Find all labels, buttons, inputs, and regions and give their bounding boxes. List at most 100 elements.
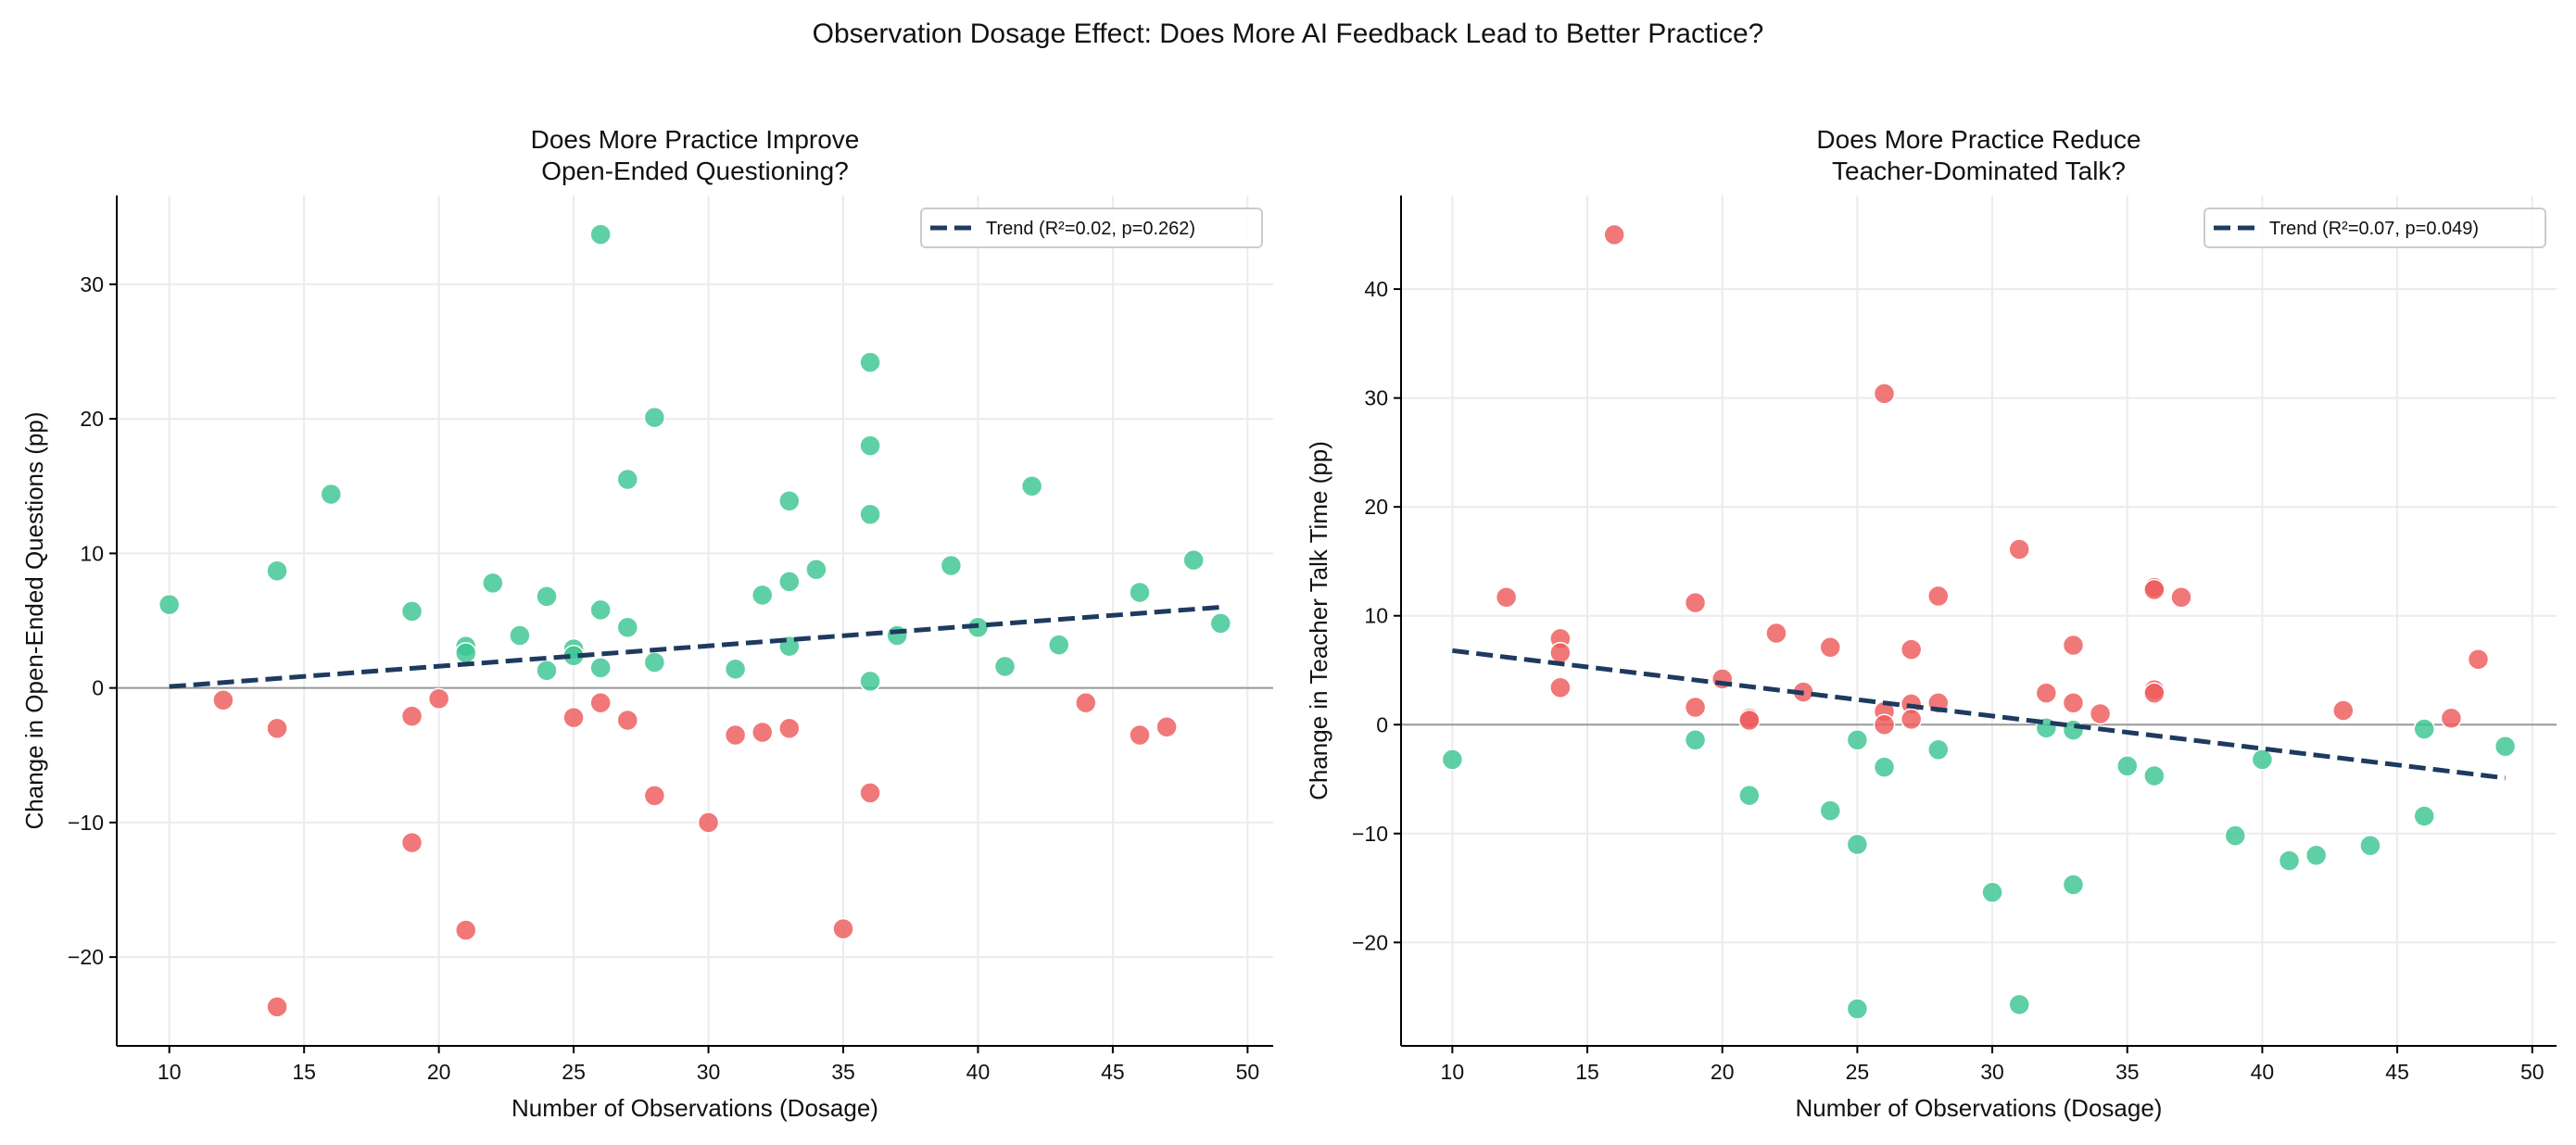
y-tick-label: 10 — [1364, 604, 1388, 628]
data-point-improved — [643, 406, 666, 429]
data-point-worsened — [724, 723, 747, 747]
data-point-improved — [1047, 634, 1070, 656]
data-point-improved — [536, 585, 558, 608]
data-point-improved — [859, 670, 881, 693]
data-point-improved — [2008, 993, 2030, 1016]
x-tick-label: 10 — [1441, 1060, 1465, 1084]
trend-line — [1452, 648, 2506, 781]
x-tick-label: 15 — [292, 1060, 316, 1084]
y-tick-label: 30 — [1364, 386, 1388, 410]
data-point-improved — [2062, 874, 2085, 896]
data-point-improved — [1846, 998, 1869, 1020]
data-point-improved — [2413, 718, 2435, 740]
data-point-worsened — [751, 721, 774, 744]
data-point-improved — [2413, 805, 2435, 827]
data-point-worsened — [2035, 682, 2058, 704]
data-point-improved — [1684, 728, 1707, 751]
data-point-worsened — [2062, 634, 2085, 657]
legend-label: Trend (R²=0.02, p=0.262) — [986, 219, 1195, 239]
data-point-worsened — [2143, 682, 2166, 704]
data-point-improved — [859, 351, 881, 373]
x-tick-label: 45 — [2385, 1060, 2409, 1084]
data-point-worsened — [266, 996, 288, 1018]
y-tick-label: 0 — [92, 676, 104, 700]
data-point-worsened — [2170, 585, 2192, 609]
data-point-improved — [1873, 756, 1896, 778]
y-tick-label: 40 — [1364, 277, 1388, 301]
data-point-improved — [589, 598, 612, 622]
data-point-worsened — [1155, 716, 1178, 738]
data-point-improved — [2115, 755, 2139, 777]
subplot-title-line: Teacher-Dominated Talk? — [1832, 157, 2126, 185]
data-point-improved — [1846, 728, 1869, 751]
data-point-improved — [2143, 764, 2166, 787]
y-tick-label: −20 — [68, 945, 104, 969]
x-tick-label: 20 — [427, 1060, 451, 1084]
y-axis-label: Change in Teacher Talk Time (pp) — [1305, 441, 1332, 800]
data-point-improved — [778, 489, 801, 512]
y-tick-label: 20 — [80, 407, 104, 431]
data-point-worsened — [2332, 699, 2355, 722]
data-point-improved — [536, 659, 558, 682]
data-point-worsened — [778, 717, 801, 739]
data-point-worsened — [1549, 676, 1572, 699]
data-point-worsened — [212, 688, 234, 711]
x-axis-label: Number of Observations (Dosage) — [511, 1094, 878, 1122]
data-point-worsened — [2143, 578, 2166, 601]
data-point-improved — [859, 434, 881, 457]
legend-box — [2203, 208, 2546, 248]
data-point-worsened — [2008, 538, 2030, 560]
data-point-worsened — [2062, 691, 2085, 714]
data-point-improved — [2305, 844, 2328, 867]
data-point-improved — [1846, 833, 1869, 856]
x-tick-label: 45 — [1101, 1060, 1125, 1084]
data-point-improved — [1020, 474, 1043, 497]
data-point-improved — [805, 559, 827, 581]
data-point-worsened — [643, 785, 666, 807]
x-tick-label: 30 — [1980, 1060, 2004, 1084]
subplot-title: Does More Practice Improve Open-Ended Que… — [531, 125, 860, 185]
data-point-improved — [940, 554, 963, 577]
data-point-worsened — [1684, 591, 1707, 614]
data-point-worsened — [589, 691, 612, 714]
data-point-worsened — [1873, 383, 1896, 405]
data-point-improved — [589, 657, 612, 679]
data-point-worsened — [1873, 713, 1896, 736]
y-tick-label: 0 — [1376, 712, 1388, 736]
data-point-improved — [589, 223, 612, 245]
y-tick-label: 10 — [80, 541, 104, 565]
data-point-improved — [400, 600, 423, 623]
data-point-improved — [1182, 548, 1205, 572]
data-point-worsened — [1495, 585, 1518, 609]
data-point-improved — [482, 572, 504, 595]
data-point-improved — [2494, 736, 2517, 758]
data-point-improved — [993, 655, 1017, 678]
legend-box — [920, 208, 1263, 248]
subplot-title: Does More Practice Reduce Teacher-Dominat… — [1816, 125, 2140, 185]
x-tick-label: 25 — [1846, 1060, 1870, 1084]
data-point-improved — [1129, 581, 1151, 604]
legend: Trend (R²=0.07, p=0.049) — [2203, 208, 2546, 248]
data-point-improved — [778, 571, 801, 593]
data-point-improved — [454, 642, 477, 664]
legend: Trend (R²=0.02, p=0.262) — [920, 208, 1263, 248]
data-point-worsened — [266, 717, 288, 739]
x-tick-label: 15 — [1575, 1060, 1599, 1084]
data-point-improved — [616, 616, 639, 639]
x-tick-label: 35 — [831, 1060, 855, 1084]
data-point-worsened — [1765, 622, 1787, 645]
data-point-improved — [266, 560, 288, 583]
data-point-worsened — [1927, 585, 1950, 608]
data-point-worsened — [859, 782, 881, 804]
data-point-improved — [1981, 881, 2003, 904]
x-tick-label: 40 — [2251, 1060, 2275, 1084]
y-tick-label: −10 — [68, 811, 104, 835]
data-point-improved — [320, 483, 343, 506]
x-axis-label: Number of Observations (Dosage) — [1796, 1094, 2163, 1122]
subplot-title-line: Does More Practice Improve — [531, 125, 860, 154]
data-point-worsened — [1900, 638, 1923, 661]
data-point-worsened — [1684, 696, 1707, 719]
data-point-improved — [643, 651, 666, 673]
data-point-worsened — [2089, 702, 2112, 725]
